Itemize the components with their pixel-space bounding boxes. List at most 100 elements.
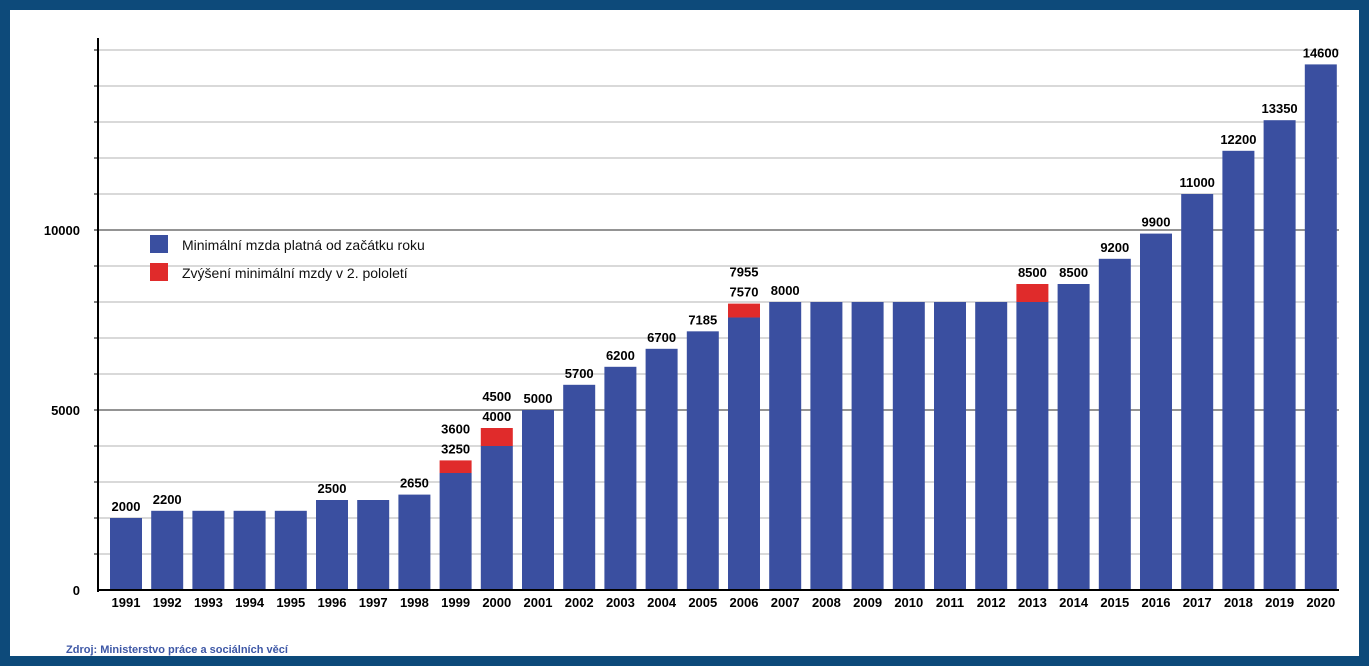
y-tick-label: 5000 xyxy=(51,403,80,418)
bar-base-2002 xyxy=(563,384,596,590)
x-tick-label: 1996 xyxy=(318,595,347,610)
bar-base-2005 xyxy=(686,331,719,590)
x-tick-label: 1997 xyxy=(359,595,388,610)
data-label-2005: 7185 xyxy=(688,312,717,327)
x-tick-label: 2015 xyxy=(1100,595,1129,610)
bar-increase-1999 xyxy=(439,460,472,473)
bar-base-2011 xyxy=(934,302,966,590)
data-label-1998: 2650 xyxy=(400,476,429,491)
y-tick-label: 0 xyxy=(73,583,80,598)
x-tick-label: 2014 xyxy=(1059,595,1089,610)
x-tick-label: 2009 xyxy=(853,595,882,610)
bar-base-2016 xyxy=(1140,233,1172,590)
x-tick-label: 2011 xyxy=(936,595,964,610)
x-tick-label: 2002 xyxy=(565,595,594,610)
data-label-2002: 5700 xyxy=(565,366,594,381)
x-tick-label: 2016 xyxy=(1142,595,1171,610)
data-label-2006: 7955 xyxy=(730,265,759,280)
x-tick-label: 2007 xyxy=(771,595,800,610)
bar-base-2010 xyxy=(892,302,925,590)
x-tick-label: 2010 xyxy=(894,595,923,610)
x-tick-label: 2020 xyxy=(1306,595,1335,610)
x-tick-label: 2017 xyxy=(1183,595,1212,610)
data-label-2016: 9900 xyxy=(1142,215,1171,230)
data-label-1991: 2000 xyxy=(112,499,141,514)
data-label-2001: 5000 xyxy=(524,391,553,406)
data-label-2019: 13350 xyxy=(1262,101,1298,116)
bar-base-1991 xyxy=(110,518,142,590)
legend-swatch-base xyxy=(150,235,168,253)
axes: 0 5000 10000 1991 1992 1993 1994 1995 1996 1997 19… xyxy=(44,38,1339,610)
data-label-2014: 8500 xyxy=(1059,265,1088,280)
x-tick-label: 2006 xyxy=(730,595,759,610)
bar-base-2014 xyxy=(1057,284,1090,590)
bar-base-1998 xyxy=(398,494,431,590)
data-label-2004: 6700 xyxy=(647,330,676,345)
x-tick-label: 2019 xyxy=(1265,595,1294,610)
bar-base-1996 xyxy=(316,500,348,590)
data-label-2000: 4500 xyxy=(482,389,511,404)
source-note: Zdroj: Ministerstvo práce a sociálních v… xyxy=(66,644,288,656)
x-tick-label: 1999 xyxy=(441,595,470,610)
bar-base-2020 xyxy=(1304,64,1337,590)
bar-increase-2006 xyxy=(728,303,760,318)
bar-base-1994 xyxy=(233,510,266,590)
data-label-2006: 7570 xyxy=(730,285,759,300)
x-tick-label: 2003 xyxy=(606,595,635,610)
bar-base-2009 xyxy=(851,302,884,590)
x-tick-label: 1993 xyxy=(194,595,223,610)
x-tick-label: 2018 xyxy=(1224,595,1253,610)
x-tick-label: 2005 xyxy=(688,595,717,610)
bar-base-1993 xyxy=(192,510,225,590)
bar-increase-2000 xyxy=(480,428,513,446)
bar-base-2000 xyxy=(480,446,513,590)
data-label-1996: 2500 xyxy=(318,481,347,496)
x-tick-label: 1992 xyxy=(153,595,182,610)
chart-frame: 0 5000 10000 1991 1992 1993 1994 1995 1996 1997 19… xyxy=(10,10,1359,656)
bar-base-1995 xyxy=(274,510,307,590)
x-tick-label: 1991 xyxy=(112,595,141,610)
x-tick-label: 2001 xyxy=(524,595,553,610)
bar-base-1997 xyxy=(357,500,390,590)
x-tick-label: 2008 xyxy=(812,595,841,610)
legend-swatch-increase xyxy=(150,263,168,281)
data-label-2003: 6200 xyxy=(606,348,635,363)
data-label-2020: 14600 xyxy=(1303,45,1339,60)
bar-base-2019 xyxy=(1263,120,1296,590)
bar-base-2015 xyxy=(1098,258,1131,590)
legend-label-increase: Zvýšení minimální mzdy v 2. pololetí xyxy=(182,265,408,281)
data-label-2015: 9200 xyxy=(1100,240,1129,255)
x-tick-label: 1994 xyxy=(235,595,265,610)
bar-base-2012 xyxy=(975,302,1008,590)
bar-base-2008 xyxy=(810,302,843,590)
bar-base-2004 xyxy=(645,348,678,590)
bar-base-2013 xyxy=(1016,302,1049,590)
bar-increase-2013 xyxy=(1016,284,1049,302)
data-label-1992: 2200 xyxy=(153,492,182,507)
bar-base-1999 xyxy=(439,473,472,590)
x-tick-label: 2012 xyxy=(977,595,1006,610)
data-labels: 2000 2200 2500 2650 3600 3250 4500 4000 5000 5700… xyxy=(112,45,1339,514)
bar-base-2001 xyxy=(522,410,554,590)
bar-base-1992 xyxy=(151,510,184,590)
x-tick-label: 1998 xyxy=(400,595,429,610)
x-tick-label: 2000 xyxy=(482,595,511,610)
data-label-2000: 4000 xyxy=(482,409,511,424)
x-tick-label: 1995 xyxy=(276,595,305,610)
bar-base-2003 xyxy=(604,366,637,590)
bar-base-2007 xyxy=(769,302,802,590)
legend-label-base: Minimální mzda platná od začátku roku xyxy=(182,237,425,253)
legend: Minimální mzda platná od začátku roku Zv… xyxy=(150,235,425,281)
data-label-2013: 8500 xyxy=(1018,265,1047,280)
y-tick-label: 10000 xyxy=(44,223,80,238)
bar-base-2018 xyxy=(1222,150,1255,591)
chart: 0 5000 10000 1991 1992 1993 1994 1995 1996 1997 19… xyxy=(44,38,1339,610)
x-tick-label: 2013 xyxy=(1018,595,1047,610)
x-tick-label: 2004 xyxy=(647,595,677,610)
data-label-2018: 12200 xyxy=(1220,132,1256,147)
bars xyxy=(110,64,1337,591)
data-label-2007: 8000 xyxy=(771,283,800,298)
data-label-2017: 11000 xyxy=(1179,175,1214,190)
data-label-1999: 3600 xyxy=(441,421,470,436)
bar-base-2017 xyxy=(1181,194,1214,590)
